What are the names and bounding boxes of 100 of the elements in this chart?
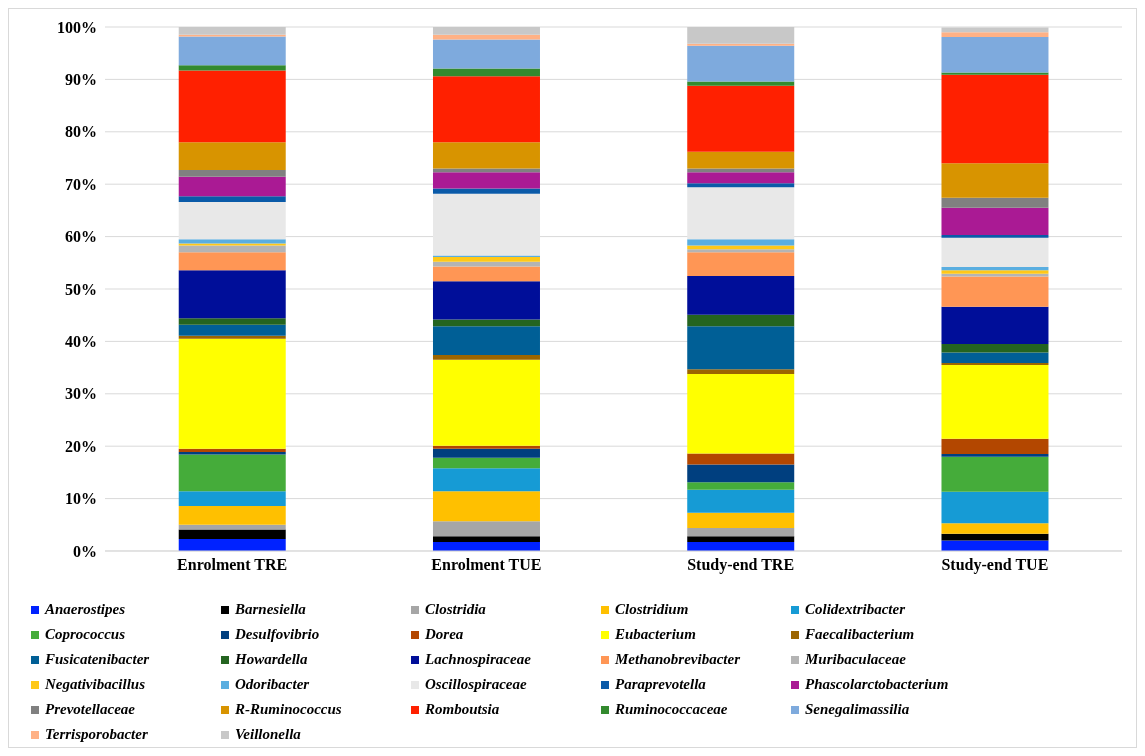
bar	[687, 43, 795, 46]
bar	[178, 252, 286, 271]
bar	[432, 536, 540, 543]
bar	[178, 491, 286, 506]
bar	[178, 170, 286, 177]
bar	[432, 521, 540, 537]
legend-label: Negativibacillus	[45, 676, 145, 693]
bar	[178, 318, 286, 325]
bar	[432, 168, 540, 173]
bar	[687, 187, 795, 240]
bar	[432, 68, 540, 77]
legend-label: Veillonella	[235, 726, 301, 743]
legend-label: Oscillospiraceae	[425, 676, 527, 693]
y-tick-label: 10%	[65, 490, 97, 508]
x-tick-label: Study-end TRE	[687, 556, 795, 575]
legend-label: Paraprevotella	[615, 676, 706, 693]
legend-label: Faecalibacterium	[805, 626, 915, 643]
legend-label: Fusicatenibacter	[45, 651, 150, 668]
bar	[687, 252, 795, 276]
bar	[432, 457, 540, 469]
bar	[941, 523, 1049, 534]
bar	[941, 306, 1049, 345]
legend-label: Senegalimassilia	[805, 701, 910, 718]
bar	[432, 188, 540, 194]
bar	[941, 456, 1049, 492]
bar	[432, 448, 540, 458]
bar	[432, 34, 540, 40]
legend-label: Desulfovibrio	[235, 626, 320, 643]
x-tick-label: Study-end TUE	[941, 556, 1049, 575]
legend-label: R-Ruminococcus	[235, 701, 342, 718]
bar	[432, 281, 540, 320]
bar	[687, 482, 795, 490]
y-tick-label: 90%	[65, 71, 97, 89]
y-tick-label: 30%	[65, 385, 97, 403]
legend-label: Terrisporobacter	[45, 726, 148, 743]
bar	[432, 142, 540, 169]
bar	[432, 445, 540, 449]
bar	[687, 85, 795, 152]
bar	[941, 36, 1049, 73]
bar	[432, 326, 540, 356]
bar	[687, 512, 795, 528]
bar	[687, 314, 795, 327]
bar	[687, 275, 795, 315]
bar	[687, 464, 795, 483]
y-tick-label: 40%	[65, 333, 97, 351]
bar	[178, 239, 286, 244]
legend-label: Clostridium	[615, 601, 689, 618]
y-tick-label: 80%	[65, 123, 97, 141]
bar	[687, 249, 795, 253]
bar	[687, 81, 795, 86]
bar	[178, 529, 286, 539]
bar	[941, 362, 1049, 365]
bar	[178, 338, 286, 449]
legend-label: Odoribacter	[235, 676, 310, 693]
bar	[178, 65, 286, 71]
legend-label: Clostridia	[425, 601, 486, 618]
bar	[178, 335, 286, 339]
bar	[178, 142, 286, 171]
legend-label: Phascolarctobacterium	[805, 676, 949, 693]
bar	[432, 172, 540, 189]
bar	[178, 538, 286, 551]
bar	[432, 491, 540, 522]
legend-label: Eubacterium	[615, 626, 696, 643]
bar	[687, 172, 795, 184]
bar	[941, 364, 1049, 439]
legend-label: Romboutsia	[425, 701, 500, 718]
bar	[432, 468, 540, 492]
x-tick-label: Enrolment TRE	[177, 556, 288, 574]
bar	[687, 527, 795, 537]
bar	[941, 207, 1049, 236]
bar	[687, 489, 795, 513]
bar	[432, 257, 540, 262]
bar	[178, 36, 286, 66]
bar	[687, 151, 795, 169]
bar	[432, 542, 540, 551]
bar	[178, 176, 286, 197]
bar	[178, 196, 286, 203]
bar	[178, 454, 286, 492]
legend-label: Methanobrevibacter	[615, 651, 740, 668]
bar	[687, 369, 795, 374]
bar	[687, 27, 795, 44]
bar	[687, 45, 795, 82]
bar	[687, 536, 795, 543]
bar	[432, 266, 540, 282]
bar	[687, 373, 795, 454]
legend-label: Prevotellaceae	[45, 701, 135, 718]
bar	[941, 344, 1049, 353]
bar	[941, 74, 1049, 164]
bar	[941, 276, 1049, 307]
bar	[432, 39, 540, 69]
bar	[178, 505, 286, 525]
legend-label: Howardella	[235, 651, 308, 668]
bar	[941, 266, 1049, 271]
y-tick-label: 50%	[65, 280, 97, 298]
bar	[941, 235, 1049, 238]
bar	[941, 163, 1049, 198]
legend-label: Lachnospiraceae	[425, 651, 531, 668]
x-tick-label: Enrolment TUE	[431, 556, 542, 574]
bar	[687, 326, 795, 370]
bar	[178, 243, 286, 246]
